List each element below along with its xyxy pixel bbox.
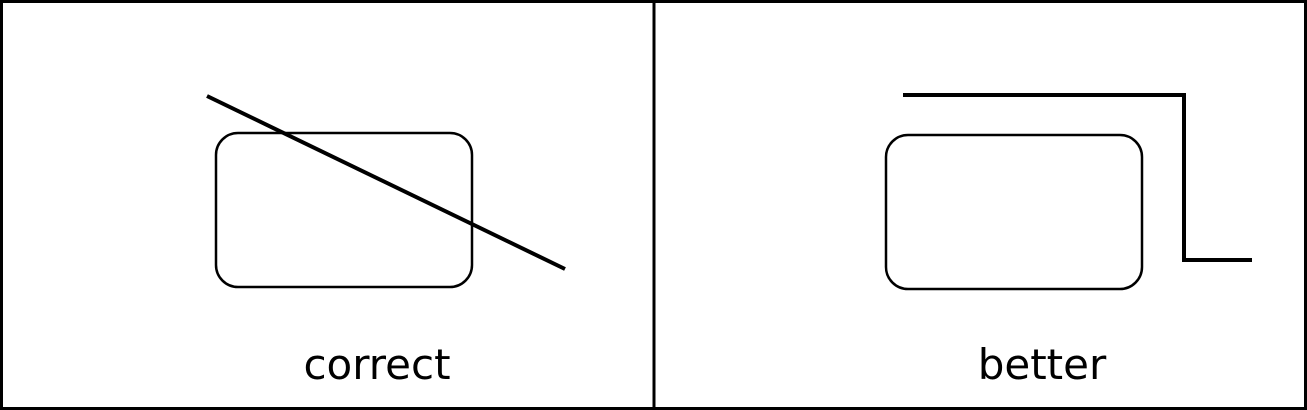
right-panel-label: better (977, 340, 1107, 389)
left-panel-box (214, 131, 474, 289)
right-panel-box (884, 133, 1144, 291)
left-panel-diagonal-line (206, 94, 566, 271)
right-panel-routed-line (903, 93, 1252, 262)
left-panel-label: correct (303, 340, 451, 389)
